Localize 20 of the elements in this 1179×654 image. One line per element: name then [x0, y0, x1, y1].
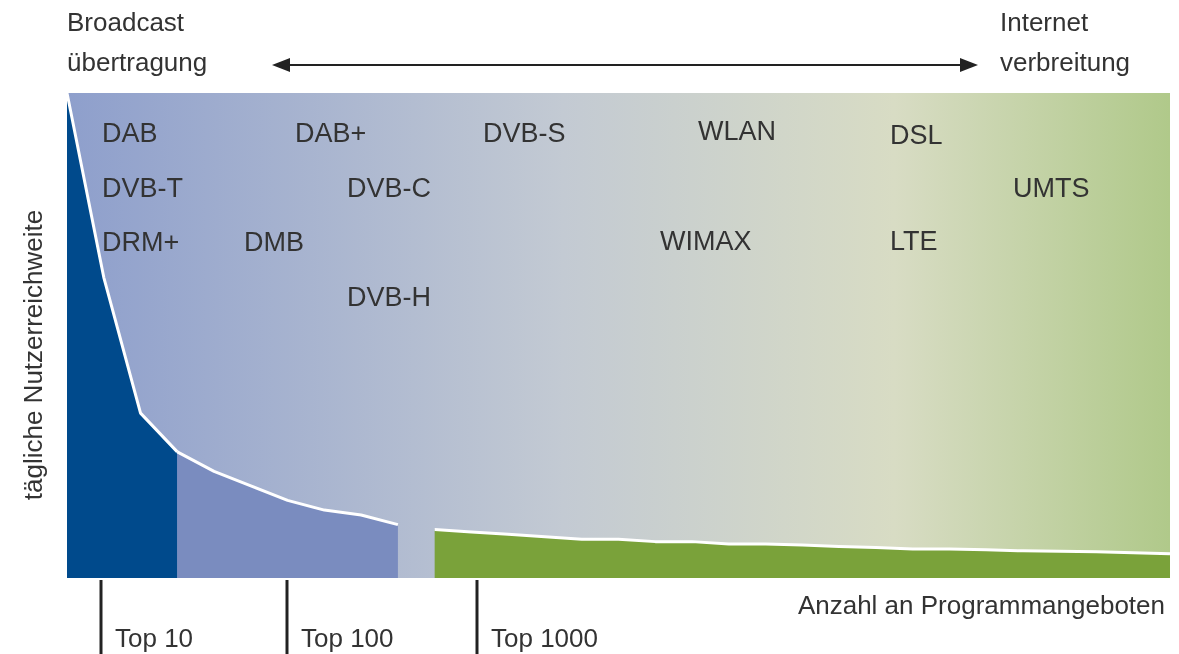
- annotation: DVB-S: [483, 118, 566, 148]
- annotation: UMTS: [1013, 173, 1090, 203]
- annotation: LTE: [890, 226, 938, 256]
- annotation: DSL: [890, 120, 943, 150]
- text: Top 10: [115, 623, 194, 653]
- y-axis-title: tägliche Nutzerreichweite: [18, 209, 48, 501]
- annotation: WLAN: [698, 116, 777, 146]
- annotation: DVB-C: [347, 173, 432, 203]
- text: Top 100: [301, 623, 394, 653]
- annotation: WIMAX: [660, 226, 752, 256]
- annotation: DRM+: [102, 227, 180, 257]
- annotation: DAB: [102, 118, 158, 148]
- annotation: DAB+: [295, 118, 367, 148]
- text: Internet verbreitung: [1000, 7, 1131, 77]
- x-axis-title: Anzahl an Programmangeboten: [797, 590, 1165, 620]
- text: Broadcast übertragung: [67, 7, 208, 77]
- annotation: DMB: [244, 227, 304, 257]
- text: Top 1000: [491, 623, 598, 653]
- annotation: DVB-H: [347, 282, 432, 312]
- annotation: DVB-T: [102, 173, 183, 203]
